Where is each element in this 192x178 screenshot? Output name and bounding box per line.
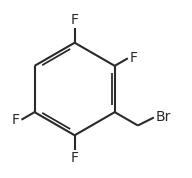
Text: F: F [130, 51, 138, 65]
Text: F: F [71, 151, 79, 165]
Text: F: F [12, 113, 20, 127]
Text: Br: Br [156, 111, 171, 124]
Text: F: F [71, 13, 79, 27]
